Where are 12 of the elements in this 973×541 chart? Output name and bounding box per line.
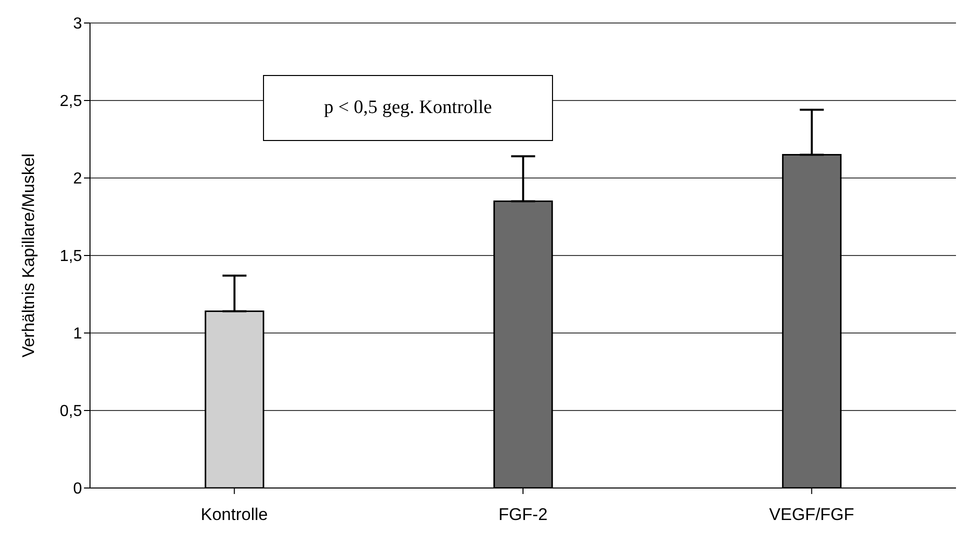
y-tick-label: 0,5 [60,403,82,420]
x-tick-label: FGF-2 [498,505,548,524]
y-tick-label: 2 [73,170,82,188]
y-tick-label: 1,5 [60,248,82,266]
y-tick-label: 3 [73,16,82,33]
y-tick-label: 0 [73,480,82,498]
x-tick-label: Kontrolle [200,505,268,524]
y-tick-label: 1 [73,326,82,343]
y-tick-label: 2,5 [60,93,82,110]
y-axis-title: Verhältnis Kapillare/Muskel [19,153,38,358]
x-tick-label: VEGF/FGF [769,505,854,524]
note-frame: p < 0,5 geg. Kontrolle [263,75,553,141]
